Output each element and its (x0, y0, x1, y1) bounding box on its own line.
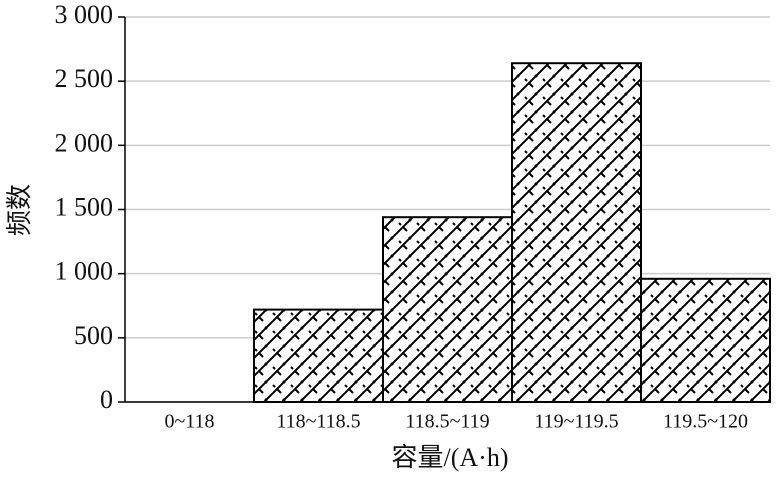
x-tick-label: 118~118.5 (276, 411, 360, 433)
bar (511, 62, 642, 403)
x-tick-label: 119~119.5 (534, 411, 618, 433)
y-tick-label: 2 000 (55, 128, 114, 157)
bar (253, 308, 384, 404)
y-axis-label: 频数 (5, 184, 34, 236)
y-tick-label: 1 500 (55, 192, 114, 221)
y-tick-label: 0 (100, 385, 113, 414)
x-axis-label: 容量/(A·h) (392, 443, 509, 472)
y-tick-label: 1 000 (55, 257, 114, 286)
x-tick-label: 119.5~120 (663, 411, 748, 433)
y-tick-label: 2 500 (55, 64, 114, 93)
x-tick-label: 118.5~119 (405, 411, 489, 433)
y-tick-label: 500 (74, 321, 113, 350)
bar (382, 216, 513, 403)
x-tick-label: 0~118 (164, 411, 214, 433)
bars (253, 62, 771, 404)
y-tick-label: 3 000 (55, 0, 114, 29)
bar (640, 277, 771, 403)
